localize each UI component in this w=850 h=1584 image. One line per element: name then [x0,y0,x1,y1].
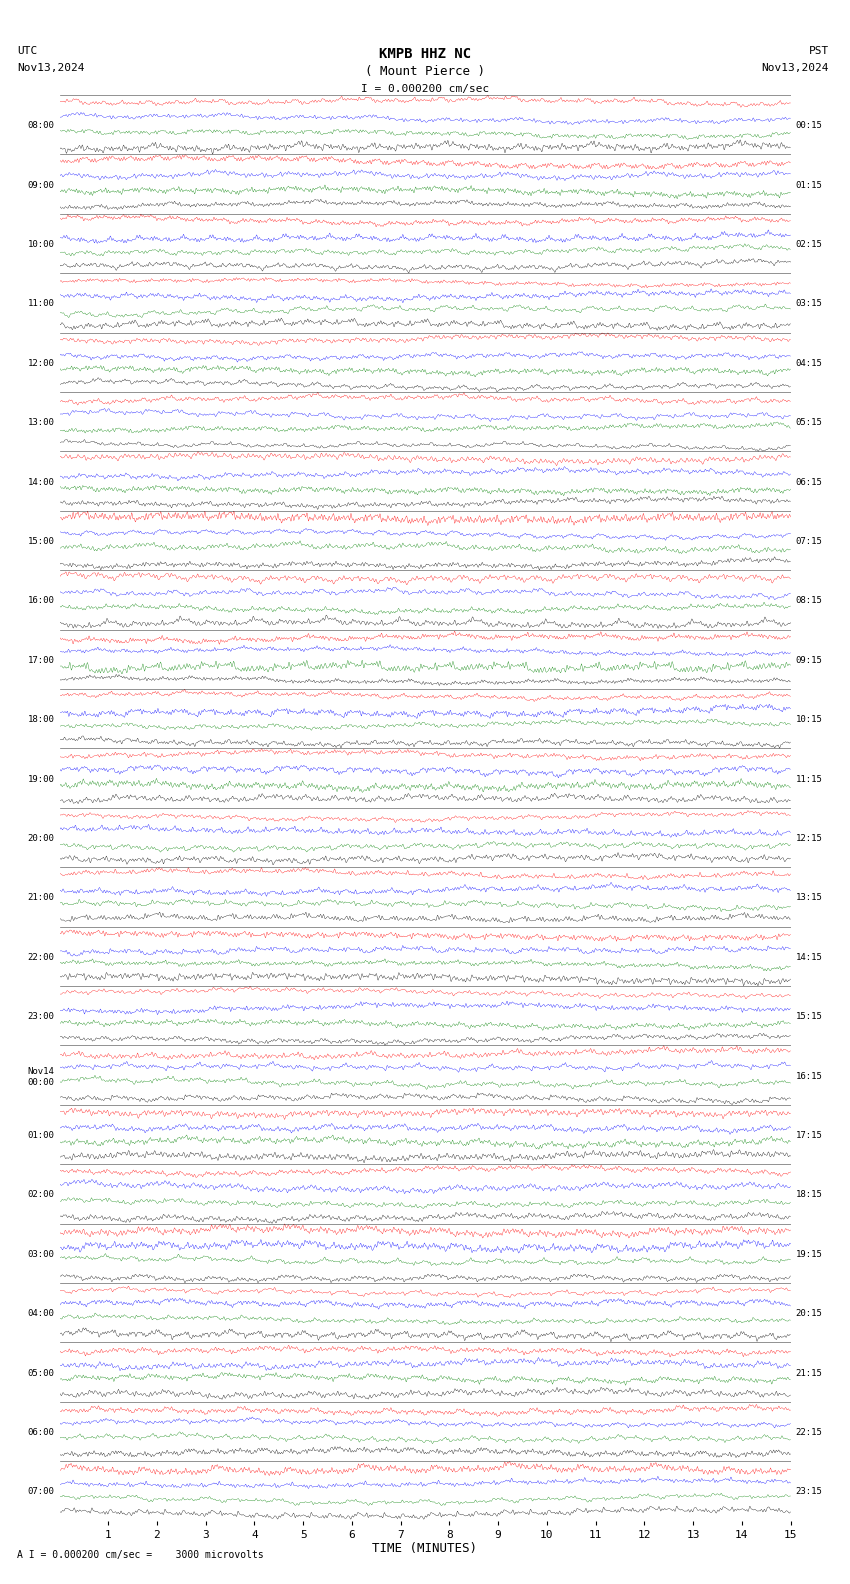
Text: A I = 0.000200 cm/sec =    3000 microvolts: A I = 0.000200 cm/sec = 3000 microvolts [17,1551,264,1560]
Text: ( Mount Pierce ): ( Mount Pierce ) [365,65,485,78]
Text: Nov13,2024: Nov13,2024 [17,63,84,73]
Text: Nov13,2024: Nov13,2024 [762,63,829,73]
Text: PST: PST [808,46,829,55]
Text: UTC: UTC [17,46,37,55]
X-axis label: TIME (MINUTES): TIME (MINUTES) [372,1543,478,1555]
Text: KMPB HHZ NC: KMPB HHZ NC [379,48,471,60]
Text: I = 0.000200 cm/sec: I = 0.000200 cm/sec [361,84,489,93]
